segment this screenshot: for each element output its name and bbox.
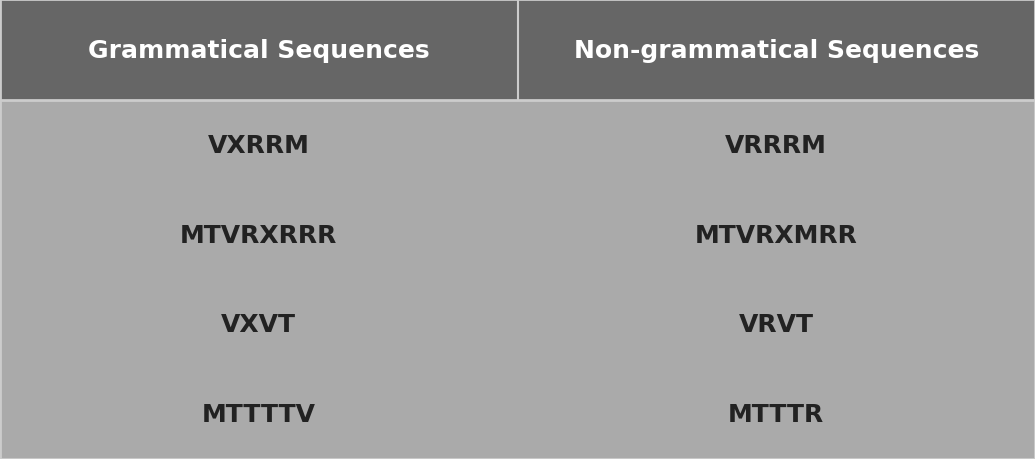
Text: Grammatical Sequences: Grammatical Sequences <box>88 39 430 62</box>
Text: MTVRXRRR: MTVRXRRR <box>180 223 337 247</box>
Text: MTTTR: MTTTR <box>729 402 824 426</box>
Text: Non-grammatical Sequences: Non-grammatical Sequences <box>573 39 979 62</box>
Text: VRRRM: VRRRM <box>726 134 827 158</box>
Text: MTTTTV: MTTTTV <box>202 402 316 426</box>
Text: VXVT: VXVT <box>221 313 296 337</box>
Text: VXRRM: VXRRM <box>208 134 309 158</box>
Text: MTVRXMRR: MTVRXMRR <box>694 223 858 247</box>
Bar <box>0 0 1035 101</box>
Text: VRVT: VRVT <box>739 313 814 337</box>
